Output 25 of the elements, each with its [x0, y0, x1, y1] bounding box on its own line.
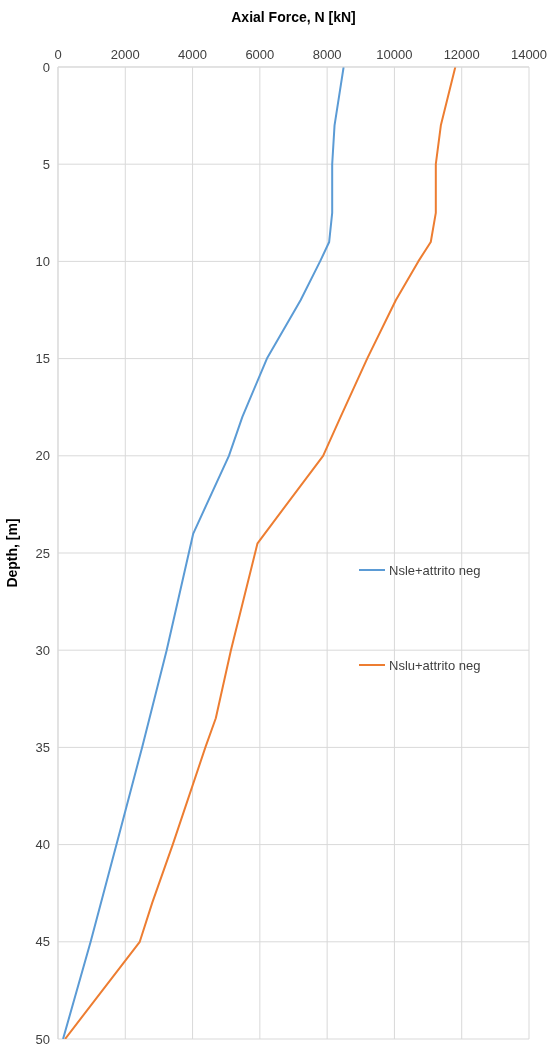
- x-tick-label: 14000: [510, 47, 548, 62]
- y-tick-label: 40: [35, 837, 50, 853]
- y-tick-label: 20: [35, 448, 50, 464]
- x-tick-label: 6000: [245, 47, 275, 62]
- line-series: [64, 67, 457, 1039]
- x-tick-label: 10000: [376, 47, 413, 62]
- y-tick-label: 10: [35, 254, 50, 270]
- x-tick-label: 0: [54, 47, 62, 62]
- y-tick-label: 35: [35, 740, 50, 756]
- legend-label: Nslu+attrito neg: [389, 657, 481, 673]
- y-tick-label: 15: [35, 351, 50, 367]
- x-tick-label: 2000: [110, 47, 140, 62]
- y-axis-title: Depth, [m]: [3, 518, 20, 588]
- line-series: [62, 67, 345, 1039]
- y-tick-label: 45: [35, 934, 50, 950]
- y-tick-label: 0: [42, 59, 50, 75]
- y-tick-label: 25: [35, 545, 50, 561]
- legend-label: Nsle+attrito neg: [389, 562, 481, 578]
- y-tick-label: 50: [35, 1031, 50, 1044]
- x-tick-label: 4000: [178, 47, 208, 62]
- x-tick-label: 12000: [443, 47, 480, 62]
- x-tick-label: 8000: [312, 47, 342, 62]
- y-tick-label: 30: [35, 642, 50, 658]
- y-tick-label: 5: [42, 156, 50, 172]
- x-axis-title: Axial Force, N [kN]: [231, 8, 356, 25]
